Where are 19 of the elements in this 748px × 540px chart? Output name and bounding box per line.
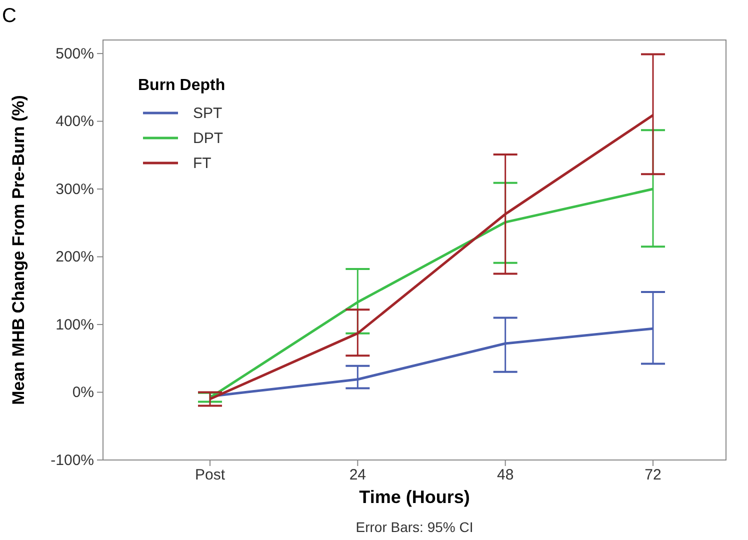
text: C [2,5,16,27]
y-tick-label: 300% [56,180,94,198]
legend-label: FT [193,155,212,172]
y-tick-label: 400% [56,113,94,130]
y-tick-label: 200% [56,248,94,266]
x-tick-label: Post [194,466,226,484]
y-axis-title: Mean MHB Change From Pre-Burn (%) [9,95,28,405]
y-tick-label: 0% [72,384,94,402]
x-tick-label: 72 [644,466,662,484]
x-axis-title: Time (Hours) [359,487,470,507]
y-tick-label: -100% [50,452,94,469]
x-tick-label: 48 [496,466,514,484]
legend-label: SPT [193,105,222,122]
y-tick-label: 500% [56,45,94,62]
legend-label: DPT [193,130,223,147]
x-tick-label: 24 [349,466,366,484]
y-tick-label: 100% [56,316,94,334]
legend-title: Burn Depth [138,77,226,94]
text: Error Bars: 95% CI [356,519,474,535]
